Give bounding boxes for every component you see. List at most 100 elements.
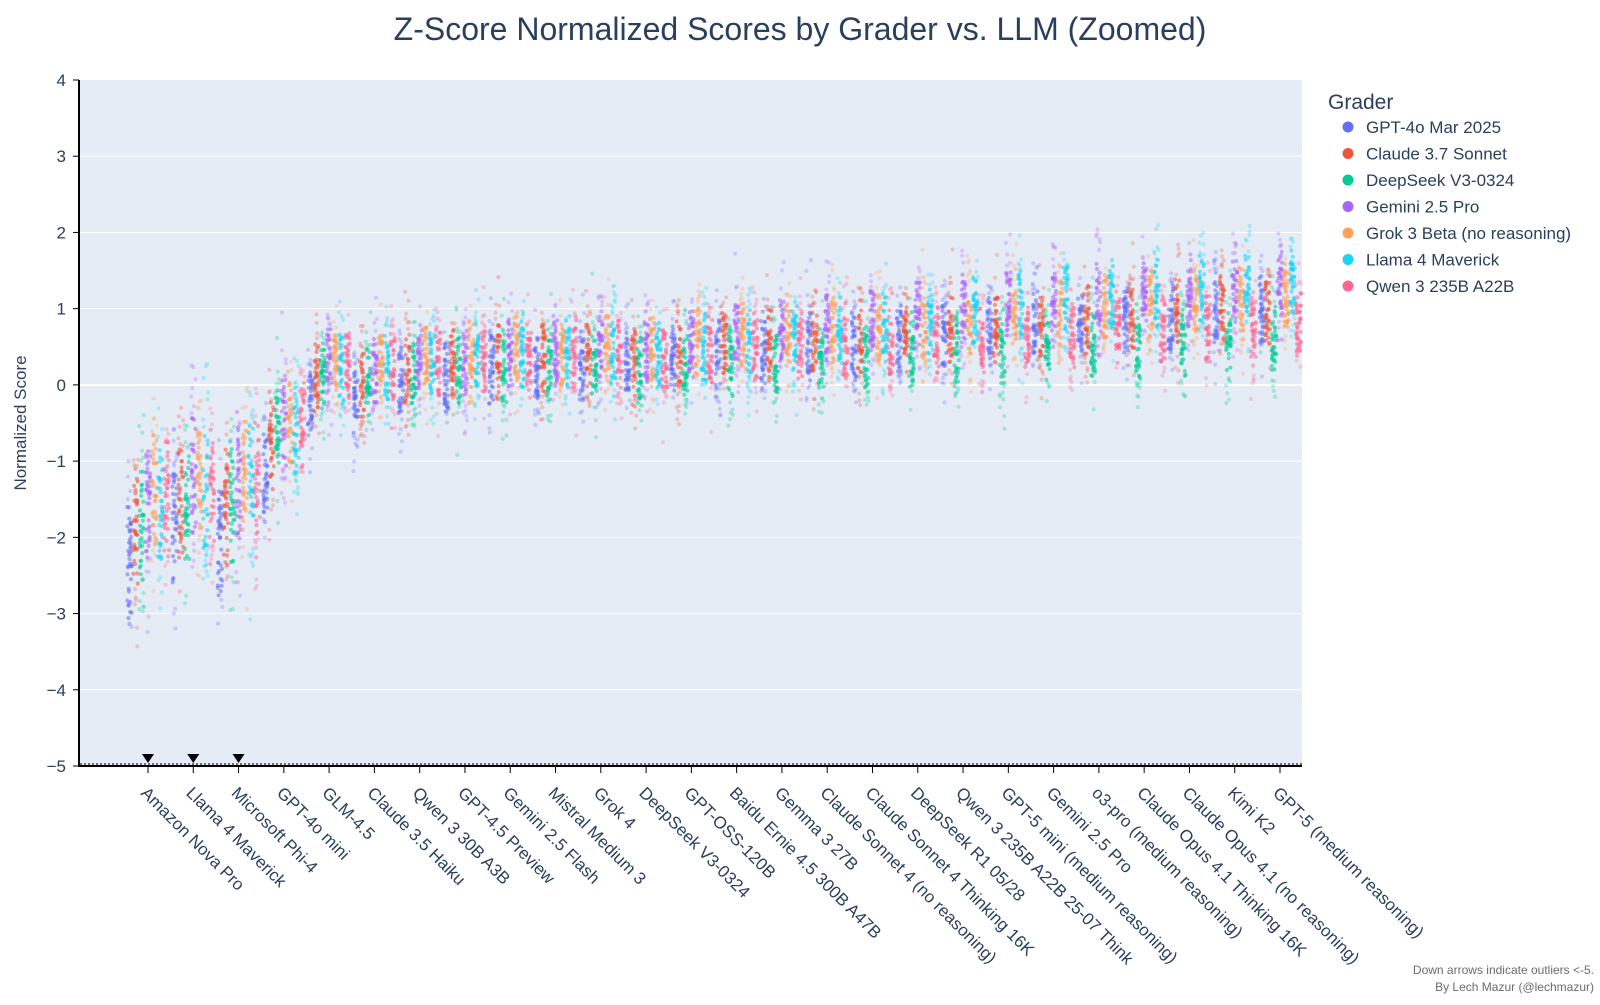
data-point	[754, 390, 758, 394]
data-point	[519, 382, 523, 386]
data-point	[269, 456, 273, 460]
data-point	[722, 334, 726, 338]
data-point	[799, 312, 803, 316]
data-point	[482, 329, 486, 333]
data-point	[438, 337, 442, 341]
data-point	[185, 424, 189, 428]
data-point	[620, 369, 624, 373]
data-point	[133, 602, 137, 606]
data-point	[372, 337, 376, 341]
data-point	[497, 369, 501, 373]
data-point	[418, 411, 422, 415]
data-point	[462, 337, 466, 341]
data-point	[534, 378, 538, 382]
data-point	[661, 333, 665, 337]
data-point	[210, 422, 214, 426]
data-point	[206, 487, 210, 491]
data-point	[326, 316, 330, 320]
data-point	[171, 580, 175, 584]
data-point	[166, 554, 170, 558]
data-point	[165, 464, 169, 468]
data-point	[479, 336, 483, 340]
data-point	[380, 401, 384, 405]
data-point	[604, 314, 608, 318]
data-point	[429, 418, 433, 422]
data-point	[139, 559, 143, 563]
data-point	[652, 353, 656, 357]
data-point	[158, 448, 162, 452]
data-point	[216, 532, 220, 536]
data-point	[393, 412, 397, 416]
data-point	[210, 543, 214, 547]
data-point	[243, 428, 247, 432]
data-point	[275, 401, 279, 405]
data-point	[704, 286, 708, 290]
data-point	[220, 605, 224, 609]
data-point	[340, 314, 344, 318]
data-point	[229, 528, 233, 532]
data-point	[219, 577, 223, 581]
data-point	[385, 346, 389, 350]
data-point	[316, 405, 320, 409]
data-point	[449, 341, 453, 345]
data-point	[134, 598, 138, 602]
data-point	[675, 417, 679, 421]
data-point	[178, 540, 182, 544]
data-point	[649, 378, 653, 382]
data-point	[412, 408, 416, 412]
data-point	[276, 521, 280, 525]
data-point	[581, 338, 585, 342]
data-point	[594, 364, 598, 368]
data-point	[209, 466, 213, 470]
data-point	[658, 310, 662, 314]
data-point	[619, 345, 623, 349]
data-point	[151, 484, 155, 488]
data-point	[281, 470, 285, 474]
data-point	[147, 544, 151, 548]
data-point	[158, 575, 162, 579]
data-point	[767, 380, 771, 384]
data-point	[670, 349, 674, 353]
data-point	[457, 337, 461, 341]
data-point	[271, 503, 275, 507]
data-point	[710, 369, 714, 373]
data-point	[261, 452, 265, 456]
data-point	[192, 450, 196, 454]
data-point	[390, 383, 394, 387]
data-point	[268, 423, 272, 427]
data-point	[448, 369, 452, 373]
data-point	[799, 348, 803, 352]
data-point	[152, 461, 156, 465]
data-point	[325, 370, 329, 374]
data-point	[313, 360, 317, 364]
data-point	[400, 439, 404, 443]
data-point	[701, 344, 705, 348]
data-point	[276, 452, 280, 456]
data-point	[473, 402, 477, 406]
data-point	[379, 378, 383, 382]
data-point	[811, 325, 815, 329]
data-point	[811, 353, 815, 357]
data-point	[553, 384, 557, 388]
data-point	[132, 458, 136, 462]
data-point	[642, 349, 646, 353]
data-point	[800, 374, 804, 378]
data-point	[203, 558, 207, 562]
data-point	[702, 368, 706, 372]
data-point	[416, 360, 420, 364]
data-point	[148, 530, 152, 534]
data-point	[507, 355, 511, 359]
data-point	[655, 331, 659, 335]
data-point	[706, 302, 710, 306]
data-point	[643, 322, 647, 326]
data-point	[165, 454, 169, 458]
data-point	[592, 351, 596, 355]
data-point	[346, 368, 350, 372]
data-point	[425, 310, 429, 314]
data-point	[703, 396, 707, 400]
data-point	[254, 577, 258, 581]
data-point	[645, 388, 649, 392]
data-point	[347, 336, 351, 340]
data-point	[160, 499, 164, 503]
